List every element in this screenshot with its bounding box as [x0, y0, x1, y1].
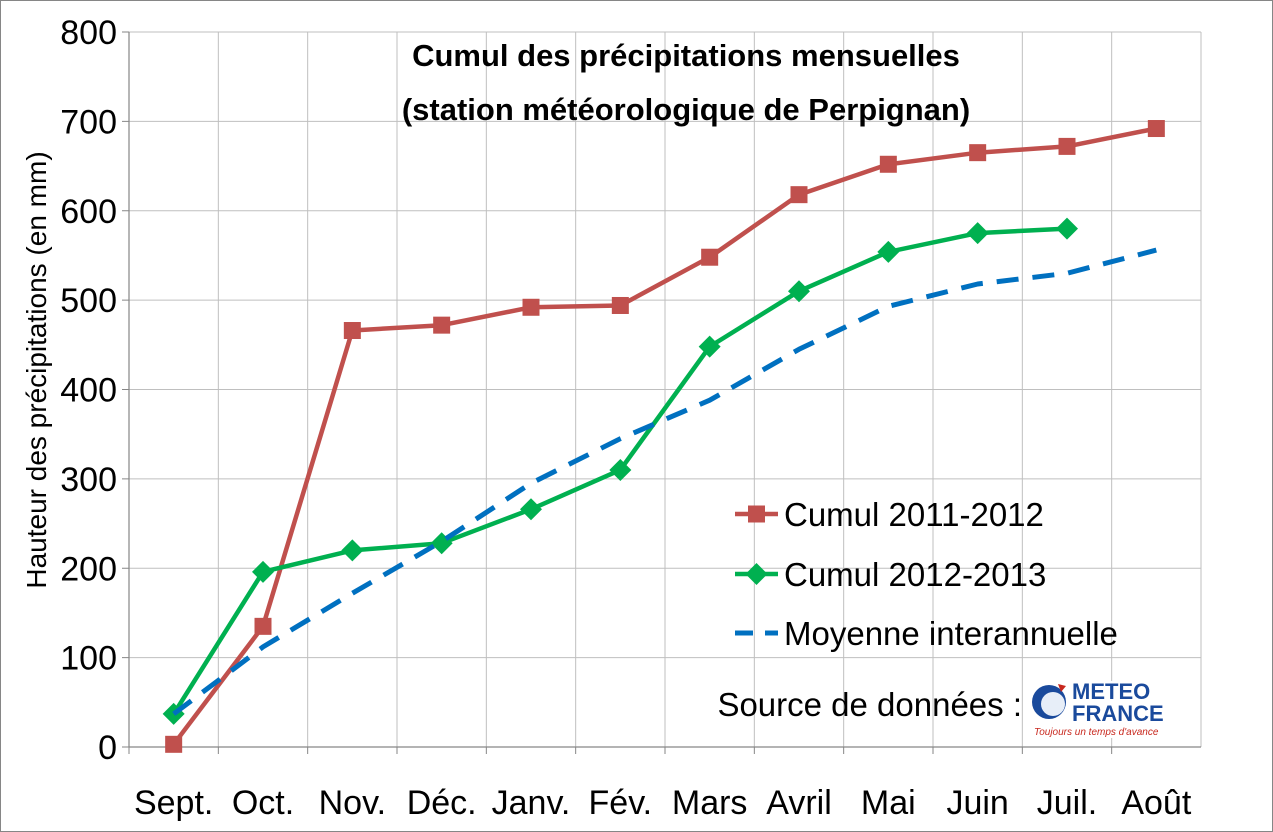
- legend-item: Cumul 2011-2012: [735, 496, 1044, 533]
- data-point-square: [879, 155, 897, 173]
- series-layer: [162, 120, 1165, 753]
- x-tick-label: Fév.: [589, 784, 653, 822]
- x-tick-label: Mai: [861, 784, 916, 822]
- x-tick-label: Janv.: [492, 784, 571, 822]
- legend: Cumul 2011-2012 Cumul 2012-2013 Moyenne in…: [735, 496, 1118, 652]
- data-point-diamond: [966, 222, 989, 245]
- data-point-square: [748, 505, 765, 523]
- data-point-diamond: [877, 240, 900, 263]
- y-tick-label: 700: [60, 103, 117, 141]
- series-1: [165, 120, 1165, 753]
- logo-tagline: Toujours un temps d'avance: [1034, 727, 1159, 738]
- x-tick-label: Juil.: [1037, 784, 1097, 822]
- logo-arrow-icon: [1058, 684, 1066, 692]
- x-tick-label: Oct.: [232, 784, 294, 822]
- data-point-diamond: [609, 458, 632, 481]
- data-point-square: [254, 617, 272, 635]
- data-point-diamond: [252, 560, 274, 583]
- logo-globe-inner-icon: [1041, 692, 1065, 716]
- data-point-square: [343, 322, 361, 340]
- data-point-square: [611, 296, 629, 314]
- legend-item: Moyenne interannuelle: [735, 615, 1118, 652]
- logo-line2: FRANCE: [1072, 701, 1164, 726]
- data-point-diamond: [788, 280, 810, 303]
- meteo-france-logo: METEO FRANCE Toujours un temps d'avance: [1032, 679, 1182, 738]
- legend-dot: [773, 631, 777, 635]
- y-tick-label: 400: [60, 372, 117, 410]
- data-point-square: [790, 186, 808, 204]
- series-line: [172, 247, 1157, 716]
- y-tick-label: 200: [60, 550, 117, 588]
- data-point-diamond: [1056, 217, 1078, 240]
- y-tick-label: 500: [60, 282, 117, 320]
- x-tick-label: Juin: [946, 784, 1008, 822]
- logo-line1: METEO: [1072, 679, 1150, 704]
- data-point-diamond: [341, 539, 364, 562]
- source-label: Source de données :: [717, 686, 1022, 723]
- y-tick-label: 800: [60, 14, 117, 52]
- y-tick-label: 300: [60, 461, 117, 499]
- y-tick-label: 0: [98, 729, 117, 767]
- series-line: [171, 126, 1159, 747]
- x-tick-label: Avril: [766, 784, 832, 822]
- legend-label: Moyenne interannuelle: [784, 615, 1118, 652]
- axes: 0 100 200 300 400 500 600 700 800 Sept. Oct. Nov. Dé…: [60, 14, 1201, 822]
- grid: [129, 31, 1202, 747]
- x-tick-label: Mars: [672, 784, 748, 822]
- x-tick-label: Déc.: [407, 784, 477, 822]
- y-tick-label: 600: [60, 193, 117, 231]
- data-point-square: [1058, 137, 1076, 155]
- x-tick-label: Sept.: [134, 784, 213, 822]
- series-3: [172, 247, 1157, 716]
- legend-label: Cumul 2012-2013: [784, 556, 1046, 593]
- data-point-diamond: [698, 335, 721, 358]
- y-axis-label: Hauteur des précipitations (en mm): [21, 151, 52, 588]
- x-tick-label: Août: [1121, 784, 1191, 822]
- legend-item: Cumul 2012-2013: [735, 556, 1046, 593]
- data-point-square: [165, 735, 183, 753]
- data-point-square: [522, 298, 540, 316]
- series-2: [162, 217, 1078, 725]
- data-point-diamond: [520, 498, 542, 521]
- chart-title-line2: (station météorologique de Perpignan): [402, 92, 970, 127]
- x-tick-label: Nov.: [319, 784, 386, 822]
- chart-title-line1: Cumul des précipitations mensuelles: [412, 38, 960, 73]
- y-tick-label: 100: [60, 640, 117, 678]
- data-point-square: [1147, 120, 1165, 138]
- legend-label: Cumul 2011-2012: [784, 496, 1044, 533]
- data-point-square: [701, 248, 719, 266]
- data-point-diamond: [745, 563, 768, 585]
- data-point-square: [433, 316, 451, 334]
- data-point-square: [969, 144, 987, 162]
